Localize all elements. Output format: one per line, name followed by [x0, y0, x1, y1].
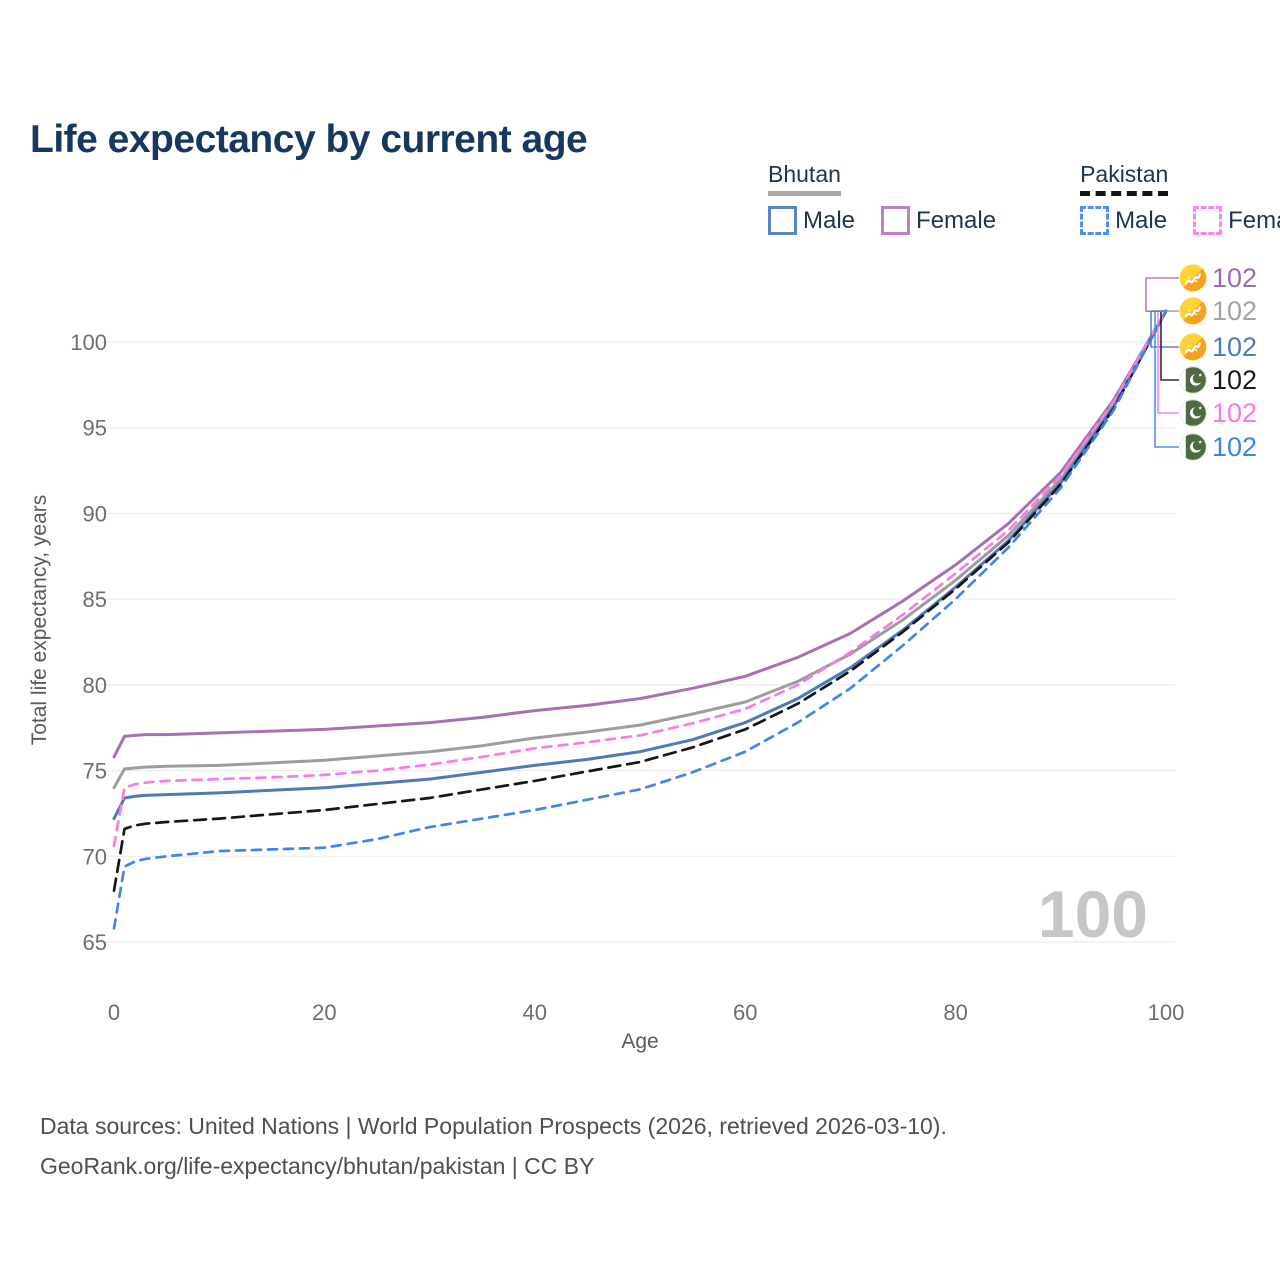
legend-country-pakistan: Pakistan [1080, 161, 1169, 196]
pakistan-flag-icon [1180, 400, 1207, 427]
series-line-bhutan-female [112, 309, 1168, 759]
x-axis-title: Age [621, 1030, 658, 1053]
series-line-bhutan [112, 309, 1168, 790]
footer-license-line: GeoRank.org/life-expectancy/bhutan/pakis… [40, 1153, 595, 1179]
x-tick-label: 80 [943, 1000, 967, 1025]
series-line-pakistan-female [112, 309, 1168, 848]
legend-swatch-icon [1193, 206, 1223, 235]
footer: Data sources: United Nations | World Pop… [40, 1106, 947, 1186]
legend-swatch-icon [881, 206, 911, 235]
leader-line [1160, 310, 1179, 381]
y-tick-label: 95 [83, 416, 107, 441]
legend-item-label: Male [803, 206, 856, 234]
legend-swatch-icon [1080, 206, 1110, 235]
leader-line [1145, 277, 1179, 312]
legend-item-label: Female [1228, 206, 1280, 234]
legend-item-pakistan-male[interactable]: Male [1080, 206, 1167, 235]
x-tick-label: 0 [108, 1000, 120, 1025]
end-value-label-bhutan-female: 102 [1212, 263, 1257, 293]
bhutan-flag-icon [1179, 297, 1207, 325]
legend-swatch-icon [768, 206, 797, 235]
legend-items-row: Male Female [768, 206, 996, 235]
legend-item-pakistan-female[interactable]: Female [1193, 206, 1280, 235]
end-value-label-bhutan-male: 102 [1212, 332, 1257, 362]
y-tick-label: 90 [83, 501, 107, 526]
x-tick-label: 40 [523, 1000, 547, 1025]
legend-group-bhutan: Bhutan Male Female [768, 161, 996, 235]
legend-group-pakistan: Pakistan Male Female [1080, 161, 1280, 235]
gridlines [100, 341, 1175, 943]
series-line-bhutan-male [112, 309, 1168, 821]
end-value-label-bhutan: 102 [1212, 296, 1257, 326]
leader-line [1154, 310, 1179, 448]
bhutan-flag-icon [1179, 333, 1207, 361]
legend-item-bhutan-female[interactable]: Female [881, 206, 996, 235]
y-tick-label: 100 [70, 330, 107, 355]
x-tick-label: 100 [1148, 1000, 1185, 1025]
pakistan-flag-icon [1180, 434, 1207, 461]
legend: Bhutan Male Female Pakistan Male Female [768, 161, 1280, 235]
end-value-label-pakistan-female: 102 [1212, 398, 1257, 428]
y-axis-title: Total life expectancy, years [28, 495, 51, 746]
y-tick-label: 70 [83, 844, 107, 869]
y-tick-label: 65 [83, 930, 107, 955]
age-counter-watermark: 100 [1037, 877, 1148, 951]
end-value-label-pakistan: 102 [1212, 365, 1257, 395]
x-tick-label: 20 [312, 1000, 336, 1025]
legend-country-bhutan: Bhutan [768, 161, 841, 196]
legend-items-row: Male Female [1080, 206, 1280, 235]
y-tick-label: 85 [83, 587, 107, 612]
bhutan-flag-icon [1179, 264, 1207, 292]
axes: 65 70 75 80 85 90 95 100 0 20 40 60 80 100 Age Total li… [28, 330, 1184, 1053]
series-line-pakistan [112, 309, 1168, 892]
series-line-pakistan-male [112, 309, 1168, 930]
legend-item-label: Male [1115, 206, 1168, 234]
y-tick-label: 75 [83, 759, 107, 784]
footer-source-line: Data sources: United Nations | World Pop… [40, 1113, 947, 1139]
legend-item-label: Female [916, 206, 997, 234]
x-tick-label: 60 [733, 1000, 757, 1025]
data-series [112, 309, 1168, 930]
y-tick-label: 80 [83, 673, 107, 698]
legend-item-bhutan-male[interactable]: Male [768, 206, 855, 235]
pakistan-flag-icon [1180, 367, 1207, 394]
page-title: Life expectancy by current age [30, 118, 588, 162]
end-value-label-pakistan-male: 102 [1212, 432, 1257, 462]
